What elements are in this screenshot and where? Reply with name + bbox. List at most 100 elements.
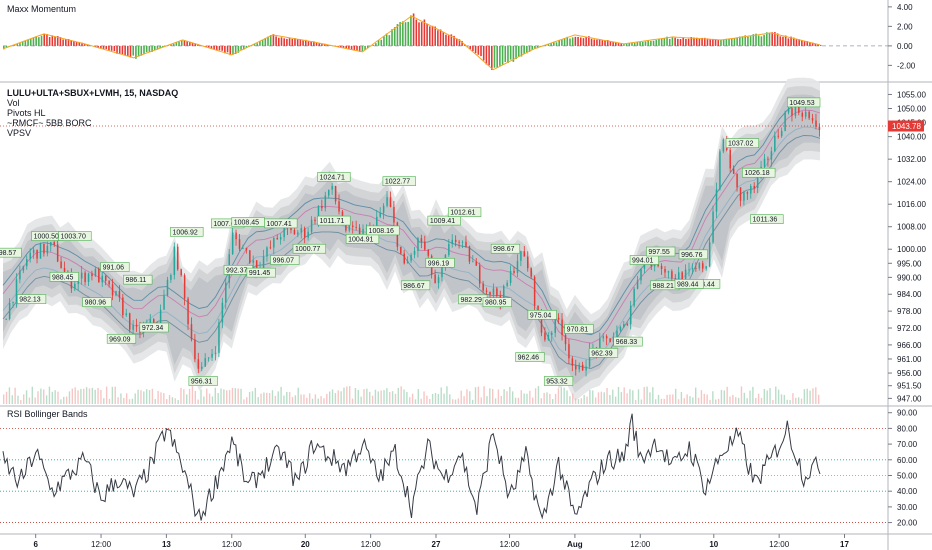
time-tick-label: 12:00 (769, 540, 790, 549)
momentum-bar (121, 45, 124, 55)
volume-bar (749, 390, 751, 404)
volume-bar (380, 390, 382, 404)
volume-bar (612, 389, 614, 404)
momentum-bar (226, 45, 229, 53)
pivot-label: 975.04 (530, 312, 552, 319)
volume-bar (103, 398, 105, 404)
candle-body (461, 241, 464, 243)
volume-bar (520, 390, 522, 404)
volume-bar (88, 388, 91, 404)
momentum-bar (132, 45, 135, 56)
momentum-bar (396, 24, 399, 46)
volume-bar (317, 398, 319, 404)
volume-bar (792, 393, 794, 404)
momentum-bar (143, 45, 145, 54)
momentum-bar (402, 21, 404, 46)
candle-body (684, 269, 687, 282)
candle-body (98, 269, 100, 283)
candle-body (331, 186, 333, 190)
candle-body (801, 112, 804, 117)
pivot-label: 986.67 (403, 283, 425, 290)
momentum-bar (210, 45, 213, 49)
volume-bar (214, 387, 217, 404)
candle-body (753, 186, 755, 189)
momentum-bar (765, 32, 768, 46)
candle-body (170, 274, 172, 280)
momentum-bar (237, 45, 240, 53)
volume-bar (294, 395, 297, 404)
volume-bar (65, 396, 68, 404)
momentum-bar (763, 34, 765, 46)
candle-body (183, 275, 186, 299)
volume-bar (740, 386, 743, 404)
momentum-bar (83, 43, 86, 46)
candle-body (94, 269, 97, 277)
momentum-bar (213, 45, 215, 50)
volume-bar (326, 393, 328, 404)
candle-body (458, 241, 460, 243)
volume-bar (25, 390, 28, 404)
candle-body (324, 195, 327, 209)
momentum-bar (768, 32, 771, 46)
momentum-bar (469, 45, 472, 50)
momentum-bar (62, 39, 64, 46)
price-tick-label: 1032.00 (897, 155, 926, 164)
candle-body (578, 364, 580, 370)
candle-body (163, 295, 165, 310)
pivot-label-box (366, 225, 400, 236)
candle-body (492, 288, 495, 295)
momentum-bar (113, 45, 116, 52)
candle-body (29, 252, 31, 260)
volume-bar (180, 387, 182, 404)
candle-body (22, 266, 25, 271)
volume-bar (271, 390, 274, 404)
candle-body (784, 112, 786, 131)
momentum-bar (364, 45, 366, 51)
volume-bar (311, 398, 314, 404)
candle-body (87, 273, 90, 282)
volume-bar (580, 398, 583, 404)
candle-body (406, 260, 409, 264)
volume-bar (51, 391, 54, 404)
candle-body (554, 317, 556, 333)
pivot-label-box (425, 257, 455, 268)
volume-bar (114, 386, 116, 404)
volume-bar (735, 397, 737, 404)
momentum-bar (353, 45, 356, 51)
candle-body (729, 149, 731, 169)
volume-bar (600, 391, 603, 404)
price-tick-label: 1024.00 (897, 178, 926, 187)
momentum-bar (59, 37, 62, 46)
momentum-bar (747, 36, 749, 46)
pivot-label: 982.29 (460, 297, 482, 304)
bollinger-band-fill (3, 94, 820, 385)
candle-body (602, 336, 605, 339)
momentum-bar (701, 37, 703, 46)
volume-bar (105, 386, 108, 404)
candle-body (791, 108, 793, 116)
volume-bar (369, 391, 371, 404)
momentum-bar (307, 41, 310, 46)
volume-bar (426, 395, 428, 404)
momentum-bar (531, 45, 534, 50)
momentum-bar (135, 45, 137, 59)
momentum-bar (749, 36, 752, 46)
volume-bar (231, 387, 234, 404)
rsi-tick-label: 40.00 (897, 487, 918, 496)
momentum-bar (242, 45, 245, 50)
momentum-bar (674, 37, 676, 46)
pivot-label-box (725, 138, 760, 148)
pivot-label: 980.96 (85, 300, 107, 307)
candle-body (12, 301, 14, 303)
volume-bar (506, 391, 508, 404)
pivot-label-box (427, 215, 461, 226)
volume-bar (328, 391, 331, 404)
candle-body (352, 225, 354, 227)
momentum-bar (593, 39, 596, 46)
momentum-bar (588, 36, 590, 46)
momentum-bar (790, 36, 792, 46)
volume-bar (60, 399, 62, 404)
momentum-bar (410, 15, 412, 46)
volume-bar (772, 399, 774, 404)
